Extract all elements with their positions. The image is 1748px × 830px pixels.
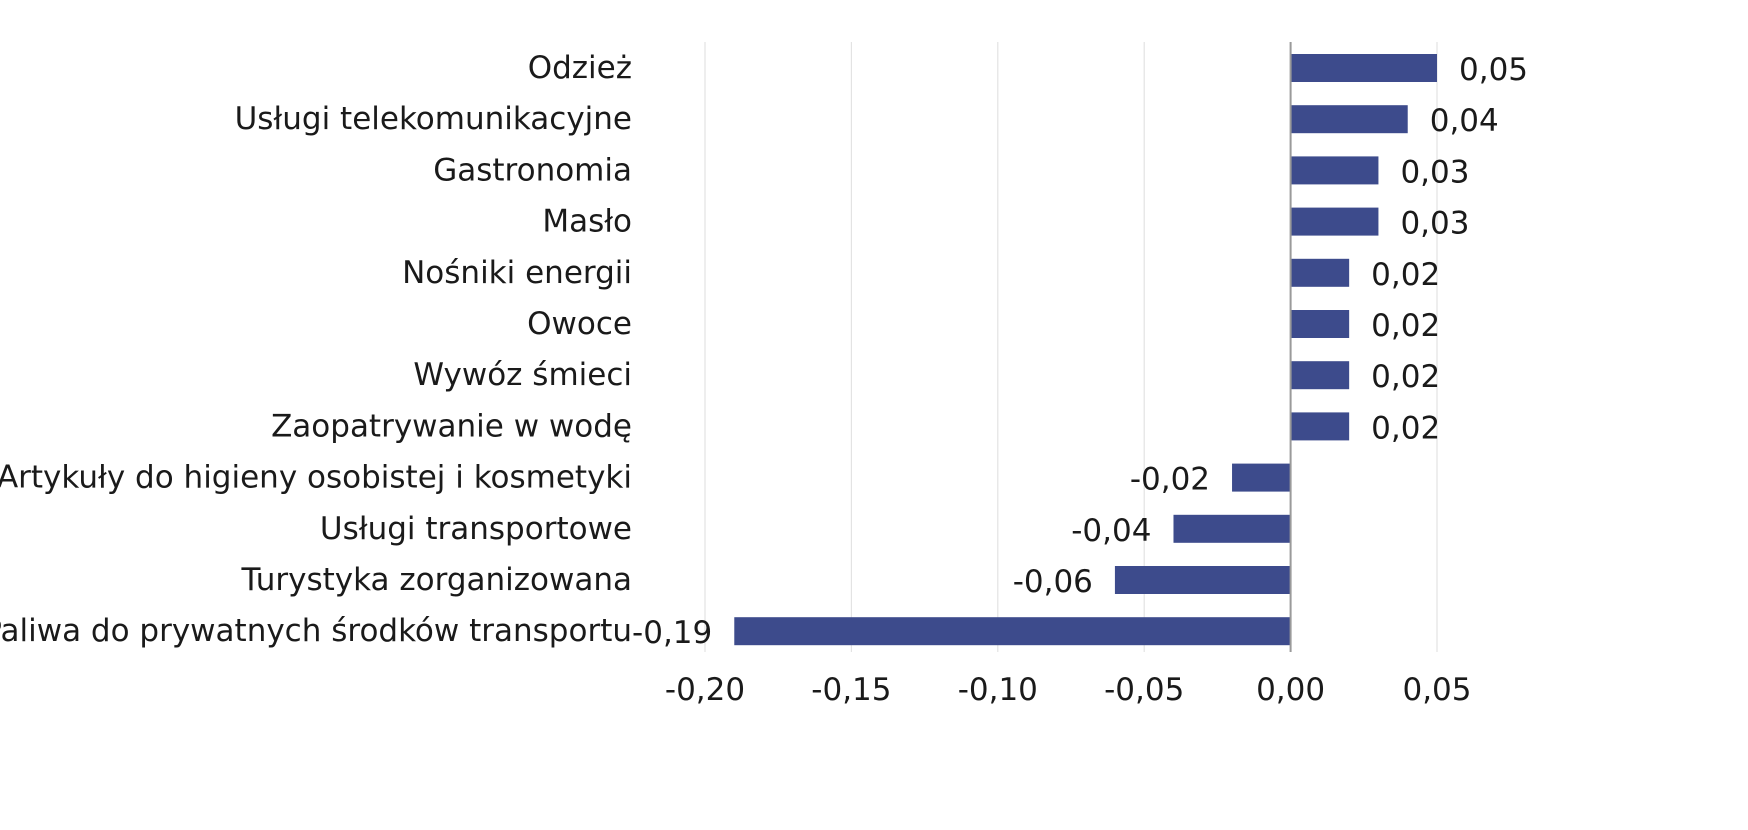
bar [1290, 105, 1408, 134]
x-tick-label: -0,10 [958, 672, 1038, 708]
category-label: Masło [542, 204, 632, 240]
x-tick-label: -0,20 [665, 672, 745, 708]
category-label: Zaopatrywanie w wodę [271, 408, 632, 444]
bar [734, 617, 1291, 646]
bar [1232, 463, 1291, 492]
value-label: -0,06 [1013, 564, 1093, 600]
x-tick-label: -0,05 [1104, 672, 1184, 708]
category-labels: Odzież Usługi telekomunikacyjne Gastronomi… [0, 50, 632, 649]
value-label: 0,03 [1400, 206, 1469, 242]
bar [1290, 310, 1350, 338]
bar [1290, 361, 1350, 390]
category-label: Usługi transportowe [320, 511, 632, 547]
category-label: Wywóz śmieci [413, 357, 632, 393]
bar [1290, 54, 1437, 82]
x-tick-label: 0,00 [1256, 672, 1325, 708]
value-label: -0,04 [1071, 513, 1151, 549]
value-label: 0,02 [1371, 257, 1440, 293]
category-label: Turystyka zorganizowana [241, 562, 632, 598]
bar [1290, 258, 1350, 287]
category-label: Nośniki energii [402, 255, 632, 291]
gridlines [704, 42, 1438, 652]
value-label: 0,02 [1371, 308, 1440, 344]
category-label: Gastronomia [433, 152, 632, 188]
category-label: Odzież [528, 50, 632, 86]
value-label: 0,02 [1371, 359, 1440, 395]
bar [1290, 207, 1379, 236]
value-label: 0,04 [1430, 103, 1499, 139]
x-tick-label: -0,15 [811, 672, 891, 708]
value-label: -0,19 [632, 615, 712, 651]
x-tick-label: 0,05 [1402, 672, 1471, 708]
value-label: 0,03 [1400, 154, 1469, 190]
bar [1173, 514, 1291, 543]
category-label: Usługi telekomunikacyjne [235, 101, 632, 137]
value-label: 0,02 [1371, 410, 1440, 446]
category-label: Owoce [527, 306, 632, 342]
value-labels: 0,05 0,04 0,03 0,03 0,02 0,02 0,02 0,02 -0,02 -0,… [632, 52, 1528, 651]
bar [1114, 566, 1291, 594]
bar [1290, 412, 1350, 441]
category-label: Paliwa do prywatnych środków transportu [0, 613, 632, 649]
category-label: Artykuły do higieny osobistej i kosmetyk… [0, 460, 632, 496]
x-tick-labels: -0,20 -0,15 -0,10 -0,05 0,00 0,05 [665, 672, 1472, 708]
bars [734, 54, 1437, 646]
value-label: 0,05 [1459, 52, 1528, 88]
value-label: -0,02 [1130, 462, 1210, 498]
bar [1290, 156, 1379, 185]
